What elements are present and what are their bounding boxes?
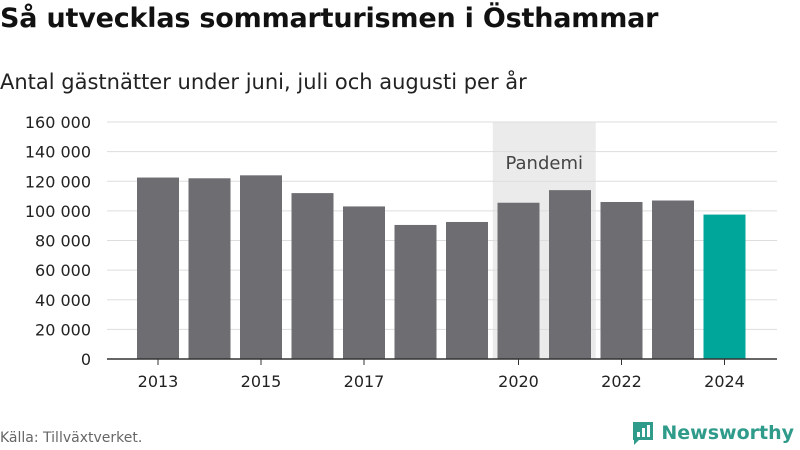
bar-2018 — [394, 224, 437, 359]
x-tick-label: 2017 — [344, 372, 385, 391]
bar-2023 — [652, 200, 694, 359]
y-tick-label: 20 000 — [35, 320, 91, 339]
y-tick-label: 100 000 — [25, 202, 91, 221]
bar-2014 — [188, 178, 231, 359]
newsworthy-chart-icon — [631, 420, 655, 446]
chart-subtitle: Antal gästnätter under juni, juli och au… — [0, 70, 527, 94]
x-tick-label: 2024 — [704, 372, 745, 391]
brand-logo[interactable]: Newsworthy — [631, 420, 794, 446]
x-tick-label: 2015 — [241, 372, 282, 391]
bar-2019 — [446, 221, 488, 359]
x-tick-label: 2022 — [601, 372, 642, 391]
bar-2015 — [240, 175, 282, 359]
bar-2024 — [703, 214, 746, 359]
y-tick-label: 60 000 — [35, 261, 91, 280]
pandemic-label: Pandemi — [505, 153, 583, 174]
y-tick-label: 40 000 — [35, 291, 91, 310]
y-tick-label: 80 000 — [35, 232, 91, 251]
bar-2017 — [343, 206, 385, 359]
bar-chart: Pandemi 0 20 000 40 000 60 000 80 000 100 000… — [25, 113, 777, 391]
brand-name: Newsworthy — [661, 422, 794, 444]
x-tick-label: 2013 — [138, 372, 179, 391]
y-tick-label: 120 000 — [25, 172, 91, 191]
bar-2016 — [291, 193, 334, 359]
y-tick-label: 160 000 — [25, 113, 91, 132]
bar-2021 — [549, 190, 591, 359]
source-note: Källa: Tillväxtverket. — [0, 430, 143, 446]
y-tick-label: 140 000 — [25, 143, 91, 162]
bar-2013 — [137, 177, 179, 359]
x-tick-label: 2020 — [498, 372, 539, 391]
bar-2020 — [497, 202, 540, 359]
bar-2022 — [600, 201, 643, 359]
chart-title: Så utvecklas sommarturismen i Östhammar — [0, 3, 659, 34]
y-tick-label: 0 — [81, 350, 91, 369]
